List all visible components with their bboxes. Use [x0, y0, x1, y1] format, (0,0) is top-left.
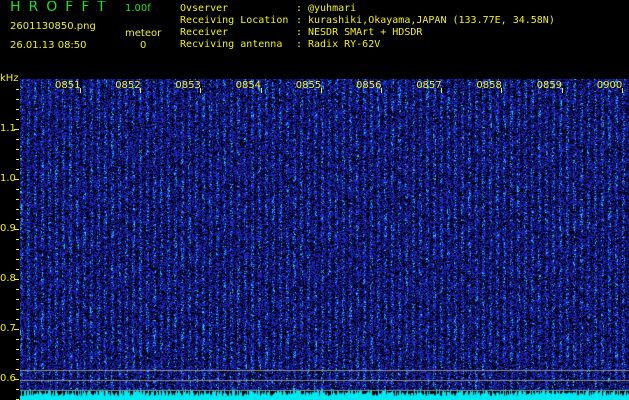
info-separator: : — [296, 15, 303, 26]
y-tick-mark — [16, 369, 19, 370]
y-tick-mark — [16, 239, 19, 240]
y-tick-mark — [16, 289, 19, 290]
y-tick-mark — [16, 319, 19, 320]
y-tick-mark — [14, 179, 19, 180]
y-tick-mark — [14, 329, 19, 330]
meteor-label: meteor — [125, 28, 162, 39]
y-tick-mark — [16, 89, 19, 90]
y-tick-mark — [16, 169, 19, 170]
y-tick-mark — [16, 249, 19, 250]
meteor-count: 0 — [140, 40, 147, 51]
y-tick-mark — [16, 109, 19, 110]
y-tick-label: 0.8 — [0, 273, 16, 284]
time-tick-mark — [441, 88, 443, 93]
y-tick-mark — [16, 339, 19, 340]
time-tick-mark — [501, 88, 503, 93]
info-label: Ovserver — [180, 3, 229, 14]
time-tick-mark — [621, 88, 623, 93]
y-tick-mark — [16, 389, 19, 390]
time-label: 0859 — [536, 80, 563, 91]
y-tick-mark — [14, 129, 19, 130]
y-tick-mark — [16, 299, 19, 300]
y-tick-mark — [14, 379, 19, 380]
filename: 2601130850.png — [10, 21, 96, 32]
y-unit: kHz — [0, 73, 19, 84]
observer-value: @yuhmari — [308, 3, 357, 14]
info-label: Receiving Location — [180, 15, 289, 26]
y-tick-label: 0.9 — [0, 223, 16, 234]
time-label: 0852 — [115, 80, 141, 91]
time-tick-mark — [140, 88, 142, 93]
time-label: 0900 — [596, 80, 623, 91]
y-tick-mark — [16, 309, 19, 310]
y-tick-label: 0.7 — [0, 323, 16, 334]
info-label: Recviving antenna — [180, 39, 283, 50]
info-separator: : — [296, 3, 303, 14]
time-tick-mark — [561, 88, 563, 93]
location-value: kurashiki,Okayama,JAPAN (133.77E, 34.58N… — [308, 15, 555, 26]
y-tick-mark — [16, 189, 19, 190]
y-tick-mark — [14, 279, 19, 280]
info-separator: : — [296, 39, 303, 50]
time-label: 0853 — [175, 80, 201, 91]
time-tick-mark — [200, 88, 202, 93]
antenna-value: Radix RY-62V — [308, 39, 381, 50]
time-tick-mark — [320, 88, 322, 93]
time-label: 0857 — [416, 80, 442, 91]
y-tick-mark — [16, 209, 19, 210]
time-label: 0856 — [356, 80, 382, 91]
y-tick-mark — [16, 159, 19, 160]
time-label: 0858 — [476, 80, 502, 91]
y-tick-label: 1.0 — [0, 173, 16, 184]
y-tick-mark — [14, 229, 19, 230]
info-label: Receiver — [180, 27, 229, 38]
y-tick-mark — [16, 219, 19, 220]
y-tick-mark — [16, 149, 19, 150]
datetime: 26.01.13 08:50 — [10, 40, 87, 51]
y-tick-label: 1.1 — [0, 123, 16, 134]
receiver-value: NESDR SMArt + HDSDR — [308, 27, 423, 38]
time-label: 0851 — [55, 80, 81, 91]
y-tick-mark — [16, 359, 19, 360]
time-tick-mark — [381, 88, 382, 93]
y-tick-label: 0.6 — [0, 373, 16, 384]
y-tick-mark — [16, 139, 19, 140]
app-title: HROFFT — [10, 1, 114, 13]
spectrogram — [20, 79, 629, 400]
y-tick-mark — [16, 99, 19, 100]
time-label: 0854 — [235, 80, 262, 91]
y-tick-mark — [16, 199, 19, 200]
time-tick-mark — [260, 88, 262, 93]
version: 1.00f — [125, 3, 151, 14]
y-tick-mark — [16, 259, 19, 260]
time-label: 0855 — [295, 80, 322, 91]
y-tick-mark — [16, 119, 19, 120]
info-separator: : — [296, 27, 303, 38]
time-tick-mark — [80, 88, 81, 93]
y-tick-mark — [16, 269, 19, 270]
y-tick-mark — [16, 349, 19, 350]
